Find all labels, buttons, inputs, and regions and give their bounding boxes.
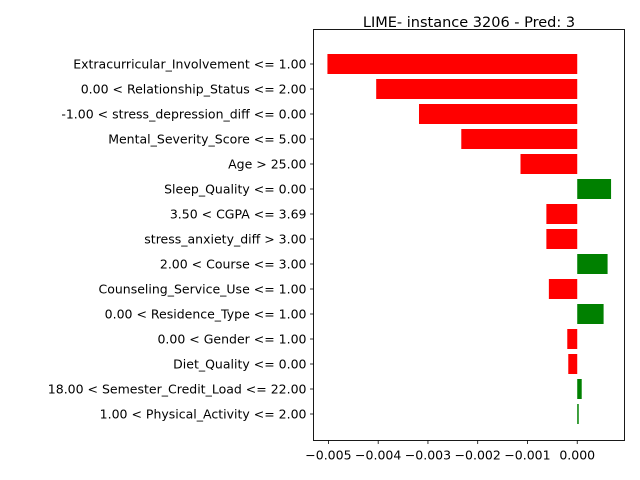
bar-3 [461, 129, 578, 149]
bar-2 [418, 104, 578, 124]
y-tick-label: Mental_Severity_Score <= 5.00 [108, 132, 306, 147]
x-tick-label: −0.001 [504, 448, 550, 463]
y-tick-labels: Extracurricular_Involvement <= 1.00 0.00 … [48, 57, 314, 422]
plot-frame [313, 29, 625, 441]
y-tick-label: Diet_Quality <= 0.00 [173, 357, 306, 372]
bar-10 [577, 304, 604, 324]
x-tick-label: −0.003 [405, 448, 451, 463]
bar-6 [546, 204, 578, 224]
bar-7 [546, 229, 578, 249]
bars-group [327, 54, 612, 424]
y-tick-label: 1.00 < Physical_Activity <= 2.00 [100, 407, 307, 422]
x-tick-label: −0.004 [355, 448, 401, 463]
bar-14 [577, 404, 579, 424]
bar-12 [568, 354, 578, 374]
x-tick-label: −0.005 [305, 448, 351, 463]
y-tick-label: 3.50 < CGPA <= 3.69 [170, 207, 307, 222]
x-tick-label: 0.000 [559, 448, 595, 463]
bar-1 [376, 79, 578, 99]
y-tick-label: 0.00 < Relationship_Status <= 2.00 [81, 82, 307, 97]
x-tick-label: −0.002 [455, 448, 501, 463]
y-tick-label: 2.00 < Course <= 3.00 [160, 257, 307, 272]
bar-11 [567, 329, 578, 349]
bar-13 [577, 379, 582, 399]
bar-4 [520, 154, 578, 174]
bar-9 [548, 279, 578, 299]
y-tick-label: Age > 25.00 [228, 157, 306, 172]
y-tick-label: 0.00 < Residence_Type <= 1.00 [105, 307, 307, 322]
y-tick-label: 0.00 < Gender <= 1.00 [157, 332, 306, 347]
y-tick-label: Sleep_Quality <= 0.00 [164, 182, 306, 197]
bar-5 [577, 179, 612, 199]
x-ticks: −0.005 −0.004 −0.003 −0.002 −0.001 0.000 [305, 440, 595, 463]
y-tick-label: 18.00 < Semester_Credit_Load <= 22.00 [48, 382, 307, 397]
bar-8 [577, 254, 608, 274]
chart-title: LIME- instance 3206 - Pred: 3 [363, 15, 575, 31]
y-tick-label: Counseling_Service_Use <= 1.00 [98, 282, 306, 297]
y-tick-label: stress_anxiety_diff > 3.00 [144, 232, 306, 247]
bar-0 [327, 54, 578, 74]
y-tick-label: -1.00 < stress_depression_diff <= 0.00 [61, 107, 306, 122]
y-tick-label: Extracurricular_Involvement <= 1.00 [73, 57, 306, 72]
